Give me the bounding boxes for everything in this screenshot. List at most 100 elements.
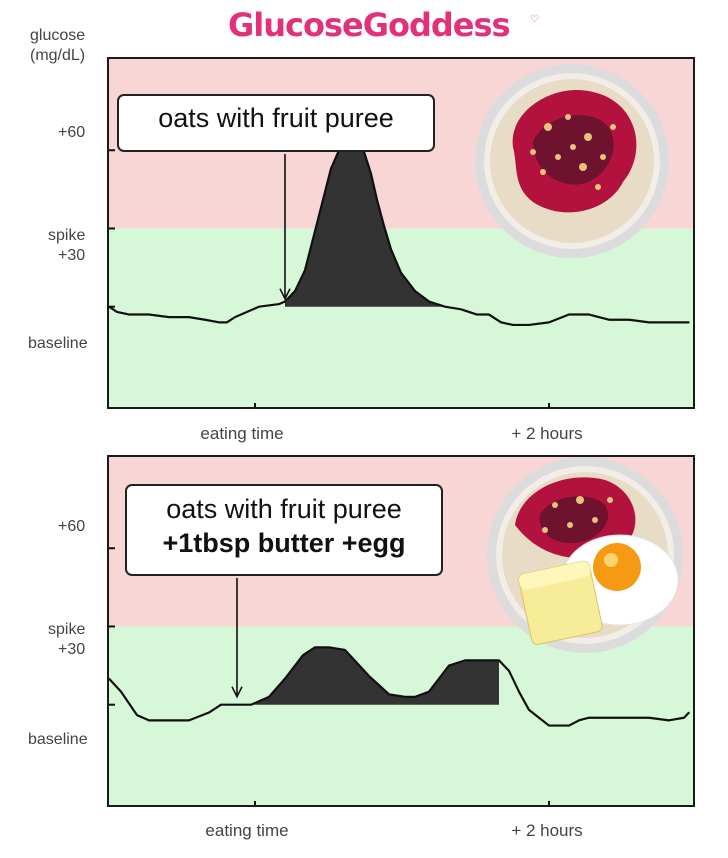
- data-point-1-40: [628, 318, 630, 321]
- data-point-2-19: [404, 696, 406, 698]
- data-point-2-22: [448, 664, 450, 667]
- data-point-2-25: [488, 659, 490, 662]
- data-point-1-13: [294, 290, 296, 292]
- data-point-2-24: [476, 659, 478, 662]
- tick-plus60: +60: [58, 124, 86, 141]
- data-point-2-31: [538, 716, 540, 719]
- callout-2-line2: +1tbsp butter +egg: [162, 528, 406, 558]
- data-point-1-11: [278, 303, 280, 305]
- callout-2-line1: oats with fruit puree: [166, 494, 402, 524]
- data-point-1-10: [258, 305, 260, 308]
- data-point-2-2: [136, 714, 138, 716]
- y-axis-label-line2: (mg/dL): [30, 47, 86, 64]
- oats-bowl-image-1: [475, 64, 669, 258]
- data-point-1-16: [322, 199, 324, 201]
- safe-zone-1: [109, 228, 693, 407]
- data-point-1-33: [512, 324, 514, 326]
- data-point-2-18: [388, 693, 390, 696]
- data-point-1-32: [500, 321, 502, 324]
- data-point-1-7: [218, 321, 220, 324]
- data-point-1-37: [568, 313, 570, 316]
- data-point-2-5: [188, 719, 190, 722]
- data-point-1-28: [444, 305, 446, 308]
- data-point-1-22: [376, 199, 378, 201]
- data-point-1-3: [148, 313, 150, 316]
- tick-baseline-2: baseline: [28, 731, 88, 748]
- data-point-2-14: [328, 646, 330, 649]
- tick-spike-2: spike: [48, 621, 86, 638]
- data-point-1-42: [668, 321, 670, 324]
- data-point-2-28: [508, 670, 510, 672]
- data-point-2-37: [618, 716, 620, 719]
- data-point-2-39: [668, 719, 670, 722]
- data-point-1-21: [370, 172, 372, 175]
- data-point-2-29: [518, 690, 520, 693]
- data-point-2-8: [234, 703, 236, 706]
- data-point-2-3: [148, 719, 150, 722]
- data-point-1-41: [648, 321, 650, 324]
- data-point-1-29: [460, 308, 462, 311]
- data-point-1-5: [188, 316, 190, 318]
- data-point-1-27: [428, 300, 430, 303]
- y-axis-label: glucose (mg/dL): [30, 26, 85, 66]
- brand-logo: GlucoseGoddess: [228, 6, 511, 44]
- tick-plus30: +30: [58, 247, 86, 264]
- data-point-2-23: [464, 659, 466, 662]
- data-point-2-12: [302, 654, 304, 656]
- xtick-eating-time-2: eating time: [205, 821, 289, 840]
- callout-arrowhead-2: [231, 686, 243, 699]
- callout-arrowhead-1: [279, 288, 291, 301]
- brand-heart-icon: ♡: [530, 14, 539, 25]
- data-point-2-27: [498, 659, 500, 662]
- data-point-1-38: [588, 313, 590, 316]
- tick-baseline: baseline: [28, 335, 88, 352]
- data-point-1-2: [128, 313, 130, 316]
- data-point-1-39: [608, 318, 610, 321]
- data-point-1-8: [226, 321, 228, 324]
- data-point-2-30: [528, 709, 530, 711]
- data-point-2-33: [568, 724, 570, 727]
- spike-area-2: [251, 647, 499, 705]
- spike-area-1: [285, 139, 509, 307]
- data-point-1-14: [304, 269, 306, 271]
- data-point-1-9: [234, 316, 236, 318]
- data-point-2-40: [683, 716, 685, 719]
- data-point-1-34: [518, 324, 520, 326]
- oats-butter-egg-image: [487, 457, 683, 653]
- data-point-1-25: [400, 272, 402, 274]
- xtick-eating-time-1: eating time: [200, 424, 284, 443]
- data-point-1-15: [314, 230, 316, 232]
- data-point-2-36: [604, 716, 606, 719]
- callout-1: oats with fruit puree: [117, 94, 435, 152]
- tick-spike: spike: [48, 227, 86, 244]
- data-point-2-17: [368, 675, 370, 677]
- data-point-2-4: [168, 719, 170, 722]
- data-point-2-16: [356, 662, 358, 664]
- glucose-line-1: [109, 138, 689, 327]
- data-point-1-24: [390, 248, 392, 251]
- safe-zone-2: [109, 626, 693, 805]
- data-point-2-38: [648, 716, 650, 719]
- data-point-1-30: [476, 313, 478, 316]
- data-point-2-1: [120, 690, 122, 693]
- data-point-2-7: [220, 703, 222, 706]
- data-point-1-17: [330, 167, 332, 170]
- tick-plus30-2: +30: [58, 641, 86, 658]
- data-point-1-35: [528, 324, 530, 326]
- data-point-2-6: [208, 711, 210, 714]
- data-point-2-0: [109, 677, 110, 680]
- tick-plus60-2: +60: [58, 518, 86, 535]
- data-point-2-20: [414, 696, 416, 698]
- data-point-1-6: [204, 318, 206, 321]
- data-point-1-43: [688, 321, 690, 324]
- callout-2: oats with fruit puree +1tbsp butter +egg: [125, 484, 443, 576]
- xtick-2hours-1: + 2 hours: [511, 424, 583, 443]
- data-point-2-21: [428, 690, 430, 693]
- data-point-2-13: [314, 646, 316, 649]
- data-point-1-31: [488, 313, 490, 316]
- data-point-2-15: [344, 649, 346, 651]
- data-point-2-9: [250, 703, 252, 706]
- data-point-2-35: [588, 716, 590, 719]
- data-point-2-41: [688, 711, 690, 714]
- data-point-2-32: [548, 724, 550, 727]
